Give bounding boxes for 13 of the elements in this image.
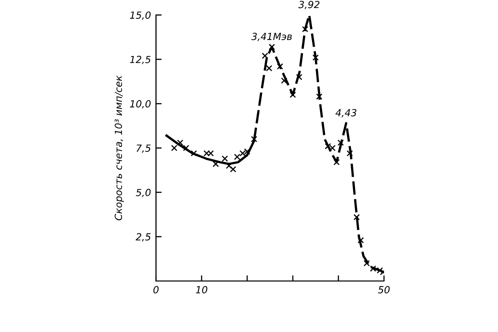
- x-tick-label: 10: [196, 286, 208, 294]
- y-tick-label: 7,5: [136, 144, 151, 153]
- x-tick-label: 50: [378, 286, 390, 294]
- y-tick-label: 10,0: [130, 100, 151, 108]
- annotation: 3,41Мэв: [251, 32, 292, 42]
- y-tick-label: 2,5: [136, 233, 151, 242]
- y-tick-label: 5,0: [136, 188, 151, 198]
- y-tick-label: 12,5: [130, 56, 151, 64]
- annotation: 3,92: [298, 0, 320, 10]
- y-axis-title: Скорость счета, 10³ имп/сек: [114, 75, 124, 220]
- annotation: 4,43: [336, 109, 356, 118]
- y-tick-label: 15,0: [130, 11, 151, 20]
- x-tick-label: 0: [153, 286, 159, 294]
